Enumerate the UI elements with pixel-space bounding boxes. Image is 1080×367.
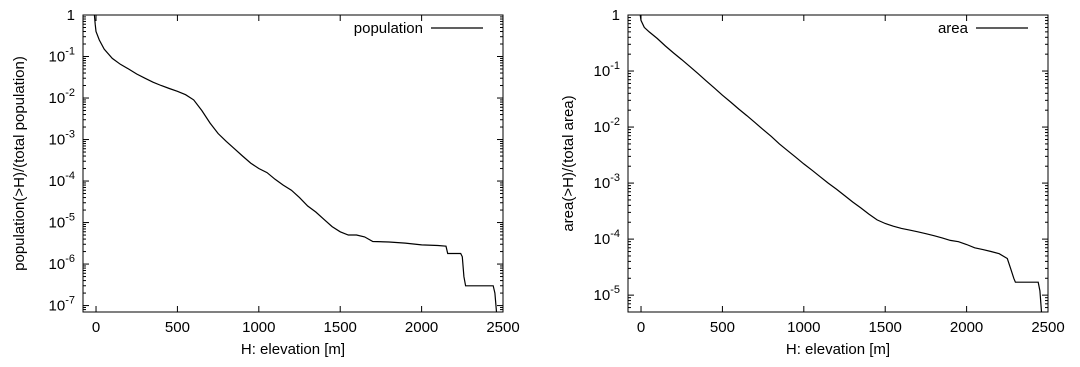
area-x-tick-label: 1500 [869,319,902,336]
population-legend-label: population [354,20,423,37]
area-y-axis-label: area(>H)/(total area) [560,95,577,231]
area-legend-label: area [938,20,969,37]
area-series-line [639,14,1043,313]
population-x-tick-labels: 0 500 1000 1500 2000 2500 [92,319,520,336]
population-y-axis-label: population(>H)/(total population) [11,56,28,271]
population-x-tick-label: 500 [165,319,190,336]
area-chart: 0 500 1000 1500 2000 2500 1 10-1 10-2 10-3 10-4 10… [560,7,1065,358]
area-y-tick-label: 10-2 [594,116,620,136]
population-x-tick-label: 2000 [405,319,438,336]
population-y-tick-labels: 1 10-1 10-2 10-3 10-4 10-5 10-6 10-7 [49,7,75,315]
area-x-tick-label: 1000 [787,319,820,336]
population-ticks [83,14,504,313]
population-y-tick-label: 10-7 [49,295,75,315]
area-y-tick-label: 10-1 [594,60,620,80]
population-x-tick-label: 1500 [324,319,357,336]
area-ticks [628,14,1049,313]
area-y-tick-label: 1 [612,7,620,24]
area-x-tick-label: 500 [710,319,735,336]
population-plot-frame [82,14,504,313]
area-x-tick-label: 2000 [950,319,983,336]
area-x-tick-labels: 0 500 1000 1500 2000 2500 [637,319,1065,336]
population-y-tick-label: 10-4 [49,170,75,190]
area-y-tick-label: 10-3 [594,172,620,192]
population-x-tick-label: 0 [92,319,100,336]
population-chart: 0 500 1000 1500 2000 2500 1 10-1 10-2 10-3 10-4 10… [11,7,520,358]
population-y-tick-label: 10-5 [49,212,75,232]
area-legend: area [938,20,1028,37]
population-y-tick-label: 10-2 [49,87,75,107]
population-y-tick-label: 10-6 [49,253,75,273]
population-legend: population [354,20,483,37]
population-y-tick-label: 10-3 [49,129,75,149]
area-x-tick-label: 2500 [1031,319,1064,336]
population-series-line [93,14,498,313]
area-x-tick-label: 0 [637,319,645,336]
population-y-tick-label: 1 [67,7,75,24]
area-y-tick-label: 10-4 [594,228,620,248]
area-plot-frame [627,14,1049,313]
area-x-axis-label: H: elevation [m] [786,341,890,358]
area-y-tick-label: 10-5 [594,284,620,304]
population-y-tick-label: 10-1 [49,46,75,66]
population-x-tick-label: 1000 [242,319,275,336]
population-x-tick-label: 2500 [486,319,519,336]
population-x-axis-label: H: elevation [m] [241,341,345,358]
area-y-tick-labels: 1 10-1 10-2 10-3 10-4 10-5 [594,7,620,304]
